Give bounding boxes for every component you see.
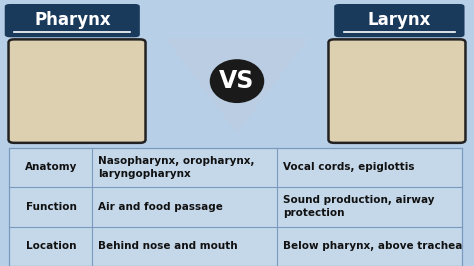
Text: VS: VS [219, 69, 255, 93]
FancyBboxPatch shape [9, 39, 146, 143]
Text: Location: Location [26, 241, 76, 251]
FancyBboxPatch shape [5, 4, 140, 37]
Text: Nasopharynx, oropharynx,
laryngopharynx: Nasopharynx, oropharynx, laryngopharynx [98, 156, 255, 179]
FancyBboxPatch shape [9, 148, 462, 266]
Text: Larynx: Larynx [368, 11, 431, 30]
Text: Pharynx: Pharynx [34, 11, 111, 30]
Text: Below pharynx, above trachea: Below pharynx, above trachea [283, 241, 462, 251]
FancyBboxPatch shape [334, 4, 465, 37]
Polygon shape [166, 39, 308, 133]
Text: Function: Function [26, 202, 76, 212]
Text: Behind nose and mouth: Behind nose and mouth [98, 241, 238, 251]
Ellipse shape [210, 59, 264, 103]
Text: Vocal cords, epiglottis: Vocal cords, epiglottis [283, 162, 414, 172]
FancyBboxPatch shape [328, 39, 465, 143]
Text: Anatomy: Anatomy [25, 162, 77, 172]
Text: Sound production, airway
protection: Sound production, airway protection [283, 195, 435, 218]
Text: Air and food passage: Air and food passage [98, 202, 223, 212]
